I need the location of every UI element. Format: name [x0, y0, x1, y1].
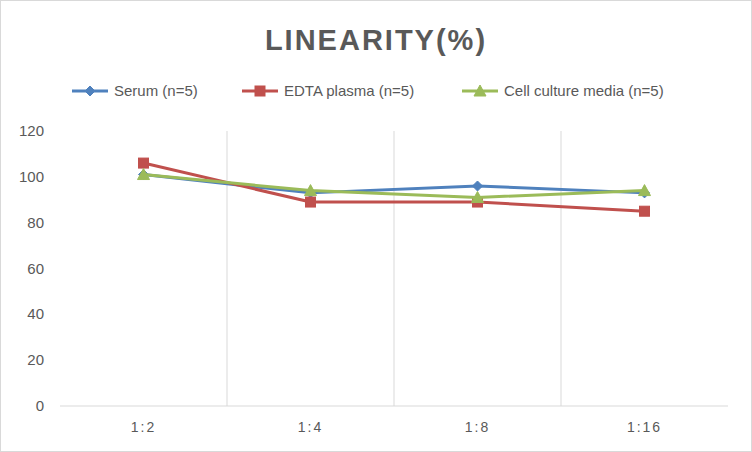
- grid-line: [227, 131, 228, 406]
- series-line: [144, 175, 645, 193]
- y-tick: [56, 176, 60, 177]
- y-tick-label: 80: [27, 214, 44, 231]
- series-line: [144, 175, 645, 198]
- legend-label: EDTA plasma (n=5): [284, 82, 414, 99]
- x-tick-label: 1:16: [627, 419, 662, 435]
- point: [639, 185, 651, 196]
- point: [306, 197, 316, 207]
- point: [640, 206, 650, 216]
- title: LINEARITY(%): [265, 24, 487, 56]
- legend-label: Cell culture media (n=5): [504, 82, 664, 99]
- legend-marker: [255, 86, 265, 96]
- point: [138, 169, 150, 180]
- x-tick-label: 1:8: [465, 419, 490, 435]
- series-line: [144, 163, 645, 211]
- grid-line: [394, 131, 395, 406]
- legend-marker: [85, 86, 95, 96]
- y-tick: [56, 131, 60, 132]
- y-tick-label: 0: [36, 397, 44, 414]
- y-tick: [56, 222, 60, 223]
- y-tick: [56, 360, 60, 361]
- point: [139, 170, 149, 180]
- y-tick-label: 100: [19, 168, 44, 185]
- y-tick-label: 20: [27, 351, 44, 368]
- y-tick: [56, 314, 60, 315]
- legend-label: Serum (n=5): [114, 82, 198, 99]
- y-tick-label: 40: [27, 305, 44, 322]
- point: [305, 185, 317, 196]
- y-tick-label: 60: [27, 260, 44, 277]
- legend-marker: [474, 85, 486, 96]
- plot-area: [138, 158, 651, 216]
- x-axis: [60, 406, 728, 407]
- x-tick-label: 1:4: [298, 419, 323, 435]
- y-tick-label: 120: [19, 122, 44, 139]
- y-tick: [56, 268, 60, 269]
- point: [473, 181, 483, 191]
- x-tick-label: 1:2: [131, 419, 156, 435]
- background: [1, 1, 752, 452]
- point: [472, 191, 484, 202]
- y-tick: [56, 406, 60, 407]
- point: [139, 158, 149, 168]
- grid-line: [561, 131, 562, 406]
